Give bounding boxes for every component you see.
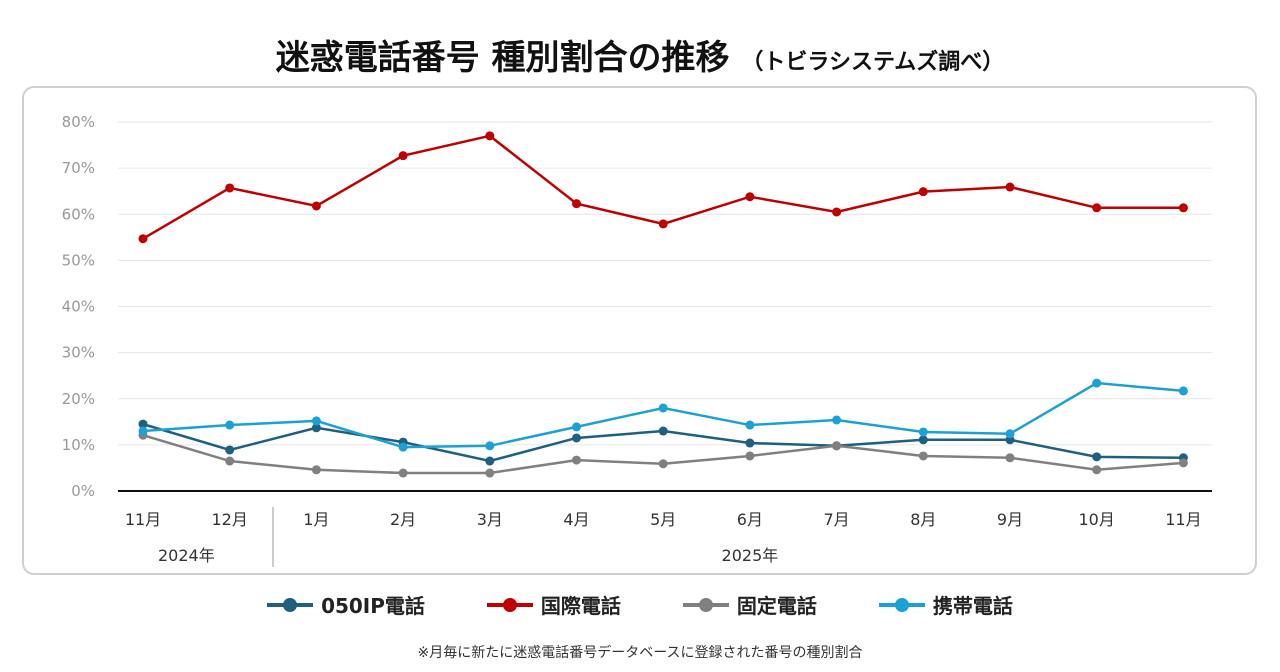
y-tick-label: 10% <box>62 436 95 454</box>
data-point-3 <box>1005 429 1015 439</box>
data-point-1 <box>398 151 408 161</box>
data-point-2 <box>658 459 668 469</box>
chart-frame <box>22 86 1257 575</box>
title-text: 迷惑電話番号 種別割合の推移 <box>275 38 730 78</box>
data-point-1 <box>745 192 755 202</box>
data-point-3 <box>745 420 755 430</box>
legend-label: 国際電話 <box>540 594 621 618</box>
data-point-2 <box>572 455 581 465</box>
legend-label: 050IP電話 <box>321 594 425 618</box>
legend-item: 国際電話 <box>486 590 621 619</box>
data-point-1 <box>1092 203 1102 213</box>
year-label: 2024年 <box>158 546 215 565</box>
data-point-2 <box>745 451 755 461</box>
data-point-0 <box>658 426 668 436</box>
data-point-0 <box>572 433 581 443</box>
y-tick-label: 0% <box>71 482 95 500</box>
legend-marker-icon <box>267 597 314 612</box>
data-point-0 <box>918 435 928 445</box>
data-point-2 <box>918 451 928 461</box>
data-point-2 <box>1178 458 1188 468</box>
series-line-3 <box>142 381 1184 449</box>
data-point-2 <box>1092 465 1102 475</box>
y-tick-label: 60% <box>62 205 95 223</box>
y-tick-label: 50% <box>62 251 95 269</box>
data-point-3 <box>572 422 581 432</box>
data-point-1 <box>1005 182 1015 192</box>
footnote: ※月毎に新たに迷惑電話番号データベースに登録された番号の種別割合 <box>417 645 863 661</box>
data-point-3 <box>485 441 495 451</box>
data-point-3 <box>1178 386 1188 396</box>
x-tick-label: 5月 <box>650 510 676 529</box>
x-tick-label: 11月 <box>125 510 161 529</box>
y-tick-label: 70% <box>62 159 95 177</box>
y-tick-label: 40% <box>62 298 95 316</box>
data-point-2 <box>311 465 321 475</box>
x-tick-label: 2月 <box>390 510 416 529</box>
data-point-2 <box>1005 453 1015 463</box>
data-point-1 <box>225 183 235 193</box>
legend-marker-icon <box>486 597 533 612</box>
data-point-3 <box>832 415 842 425</box>
subtitle-text: （トビラシステムズ調べ） <box>741 50 1005 75</box>
chart-title: 迷惑電話番号 種別割合の推移 （トビラシステムズ調べ） <box>0 30 1280 79</box>
data-point-3 <box>138 426 148 436</box>
data-point-3 <box>658 403 668 413</box>
data-point-0 <box>225 445 235 455</box>
data-point-2 <box>225 456 235 466</box>
data-point-3 <box>311 416 321 426</box>
legend: 050IP電話 国際電話 固定電話 携帯電話 <box>0 590 1280 619</box>
x-tick-label: 1月 <box>303 510 329 529</box>
legend-label: 携帯電話 <box>932 594 1013 618</box>
data-point-1 <box>138 234 148 244</box>
data-point-0 <box>1092 452 1102 462</box>
data-point-1 <box>311 201 321 211</box>
data-point-3 <box>225 420 235 430</box>
data-point-3 <box>398 442 408 452</box>
data-point-2 <box>398 468 408 478</box>
data-point-2 <box>832 441 842 451</box>
x-tick-label: 12月 <box>212 510 248 529</box>
y-tick-label: 30% <box>62 344 95 362</box>
year-label: 2025年 <box>722 546 779 565</box>
data-point-0 <box>311 423 321 433</box>
data-point-1 <box>572 199 581 209</box>
data-point-0 <box>485 456 495 466</box>
x-tick-label: 9月 <box>997 510 1023 529</box>
y-tick-label: 80% <box>62 113 95 131</box>
x-tick-label: 11月 <box>1165 510 1201 529</box>
data-point-3 <box>1092 378 1102 388</box>
x-tick-label: 6月 <box>737 510 763 529</box>
legend-marker-icon <box>682 597 729 612</box>
legend-marker-icon <box>878 597 925 612</box>
x-tick-label: 4月 <box>563 510 589 529</box>
x-tick-label: 7月 <box>824 510 850 529</box>
x-tick-label: 10月 <box>1079 510 1115 529</box>
legend-item: 携帯電話 <box>878 590 1013 619</box>
data-point-1 <box>658 219 668 229</box>
data-point-1 <box>918 187 928 197</box>
legend-item: 050IP電話 <box>267 590 425 619</box>
data-point-0 <box>138 419 148 429</box>
data-point-3 <box>918 427 928 437</box>
legend-label: 固定電話 <box>736 594 817 618</box>
legend-item: 固定電話 <box>682 590 817 619</box>
data-point-1 <box>485 131 495 141</box>
data-point-0 <box>745 438 755 448</box>
data-point-2 <box>485 468 495 478</box>
data-point-1 <box>1178 203 1188 213</box>
data-point-1 <box>832 207 842 217</box>
x-tick-label: 8月 <box>910 510 936 529</box>
y-tick-label: 20% <box>62 390 95 408</box>
x-tick-label: 3月 <box>477 510 503 529</box>
